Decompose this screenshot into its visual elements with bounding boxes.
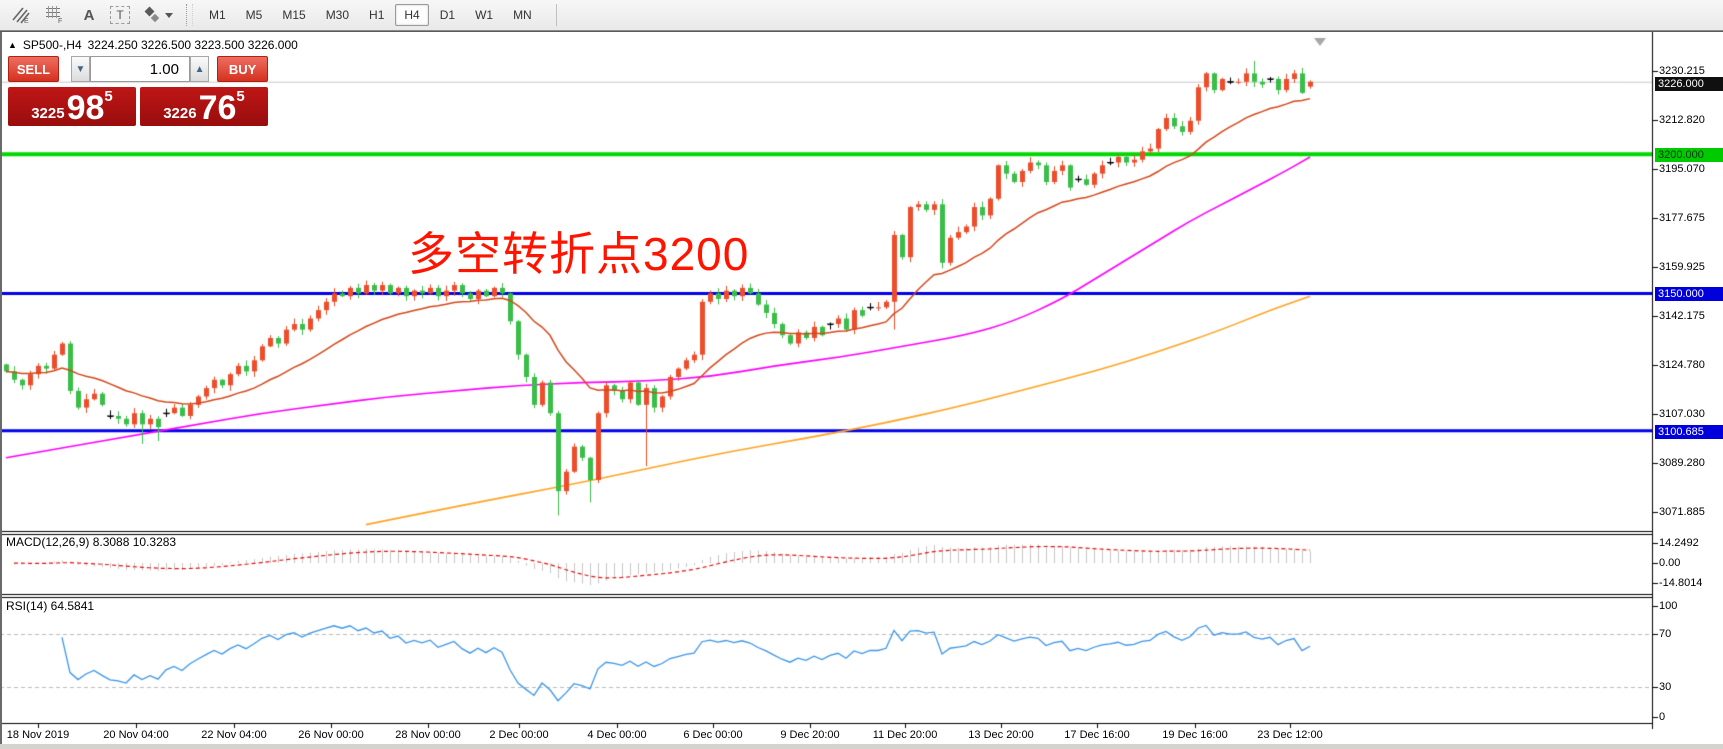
- window-left-border: [0, 32, 2, 744]
- toolbar-separator: [186, 4, 193, 26]
- chart-annotation-text: 多空转折点3200: [408, 228, 750, 280]
- axis-tick-label: 3142.175: [1659, 310, 1705, 322]
- axis-tick-label: 3159.925: [1659, 261, 1705, 273]
- axis-tick-label: 3107.030: [1659, 408, 1705, 420]
- bid-price-box[interactable]: 3225 98 5: [8, 87, 136, 126]
- tab-w1[interactable]: W1: [475, 8, 494, 22]
- axis-tick-label: 3089.280: [1659, 457, 1705, 469]
- time-axis-label: 22 Nov 04:00: [201, 729, 267, 741]
- time-axis-label: 17 Dec 16:00: [1064, 729, 1130, 741]
- time-axis-label: 4 Dec 00:00: [587, 729, 647, 741]
- shapes-icon[interactable]: [138, 4, 176, 26]
- tab-m30[interactable]: M30: [325, 8, 350, 22]
- window-bottom-strip: [0, 744, 1723, 749]
- grid-icon[interactable]: F: [42, 4, 68, 26]
- ask-pip-digit: 5: [236, 88, 245, 105]
- tab-h4-selected[interactable]: H4: [395, 4, 429, 26]
- axis-tick-label: 0: [1659, 711, 1666, 723]
- macd-indicator-label: MACD(12,26,9) 8.3088 10.3283: [6, 535, 177, 549]
- bid-prefix: 3225: [31, 105, 65, 122]
- symbol-name: SP500-,H4: [22, 38, 82, 52]
- axis-tick-label: 14.2492: [1659, 537, 1699, 549]
- time-axis-label: 18 Nov 2019: [6, 729, 70, 741]
- symbol-header: ▲ SP500-,H4 3224.250 3226.500 3223.500 3…: [8, 38, 298, 52]
- text-label-icon[interactable]: T: [110, 6, 130, 24]
- rsi-indicator-label: RSI(14) 64.5841: [6, 599, 95, 613]
- chart-window: ▲ SP500-,H4 3224.250 3226.500 3223.500 3…: [0, 31, 1723, 749]
- tab-mn[interactable]: MN: [513, 8, 532, 22]
- volume-input[interactable]: [90, 56, 190, 82]
- one-click-trading-panel: SELL ▼ ▲ BUY 3225 98 5 3226 76 5: [8, 56, 268, 126]
- time-axis-label: 11 Dec 20:00: [872, 729, 938, 741]
- axis-price-badge: 3150.000: [1655, 287, 1723, 301]
- tab-m15[interactable]: M15: [282, 8, 306, 22]
- axis-price-badge: 3226.000: [1655, 77, 1723, 91]
- ask-price-box[interactable]: 3226 76 5: [140, 87, 268, 126]
- tab-h1[interactable]: H1: [369, 8, 385, 22]
- ask-big-digits: 76: [198, 89, 237, 128]
- time-axis-label: 26 Nov 00:00: [298, 729, 364, 741]
- axis-tick-label: 70: [1659, 628, 1672, 640]
- tab-m5[interactable]: M5: [245, 8, 263, 22]
- indicators-icon[interactable]: E: [8, 4, 34, 26]
- axis-price-badge: 3200.000: [1655, 148, 1723, 162]
- ohlc-values: 3224.250 3226.500 3223.500 3226.000: [87, 38, 298, 52]
- axis-tick-label: 0.00: [1659, 557, 1681, 569]
- tab-m1[interactable]: M1: [209, 8, 226, 22]
- toolbar-separator-2: [555, 4, 558, 26]
- time-axis-label: 2 Dec 00:00: [489, 729, 549, 741]
- collapse-triangle-icon[interactable]: ▲: [8, 40, 17, 50]
- tab-d1[interactable]: D1: [439, 8, 456, 22]
- bid-big-digits: 98: [66, 89, 105, 128]
- svg-text:F: F: [58, 18, 62, 24]
- svg-text:E: E: [24, 18, 29, 24]
- time-axis-label: 9 Dec 20:00: [780, 729, 840, 741]
- buy-button[interactable]: BUY: [217, 56, 268, 82]
- axis-tick-label: 30: [1659, 681, 1672, 693]
- text-tool-icon[interactable]: A: [83, 6, 95, 24]
- axis-tick-label: 3124.780: [1659, 359, 1705, 371]
- axis-tick-label: 3177.675: [1659, 212, 1705, 224]
- volume-increase-button[interactable]: ▲: [190, 56, 210, 82]
- ask-prefix: 3226: [163, 105, 197, 122]
- time-axis-label: 20 Nov 04:00: [103, 729, 169, 741]
- time-axis-label: 28 Nov 00:00: [395, 729, 461, 741]
- axis-tick-label: 3230.215: [1659, 65, 1705, 77]
- price-chart-canvas[interactable]: [0, 32, 1723, 744]
- axis-tick-label: 3212.820: [1659, 114, 1705, 126]
- axis-price-badge: 3100.685: [1655, 425, 1723, 439]
- time-axis-label: 19 Dec 16:00: [1162, 729, 1228, 741]
- axis-tick-label: 3195.070: [1659, 163, 1705, 175]
- axis-tick-label: 100: [1659, 600, 1678, 612]
- time-axis-label: 23 Dec 12:00: [1257, 729, 1323, 741]
- bid-pip-digit: 5: [104, 88, 113, 105]
- top-toolbar: E F A T M1 M5 M15 M30 H1 H4 D1 W1 MN: [0, 0, 1723, 31]
- axis-tick-label: -14.8014: [1659, 577, 1703, 589]
- time-axis-label: 13 Dec 20:00: [968, 729, 1034, 741]
- time-axis-label: 6 Dec 00:00: [683, 729, 743, 741]
- volume-decrease-button[interactable]: ▼: [70, 56, 90, 82]
- axis-tick-label: 3071.885: [1659, 506, 1705, 518]
- sell-button[interactable]: SELL: [8, 56, 59, 82]
